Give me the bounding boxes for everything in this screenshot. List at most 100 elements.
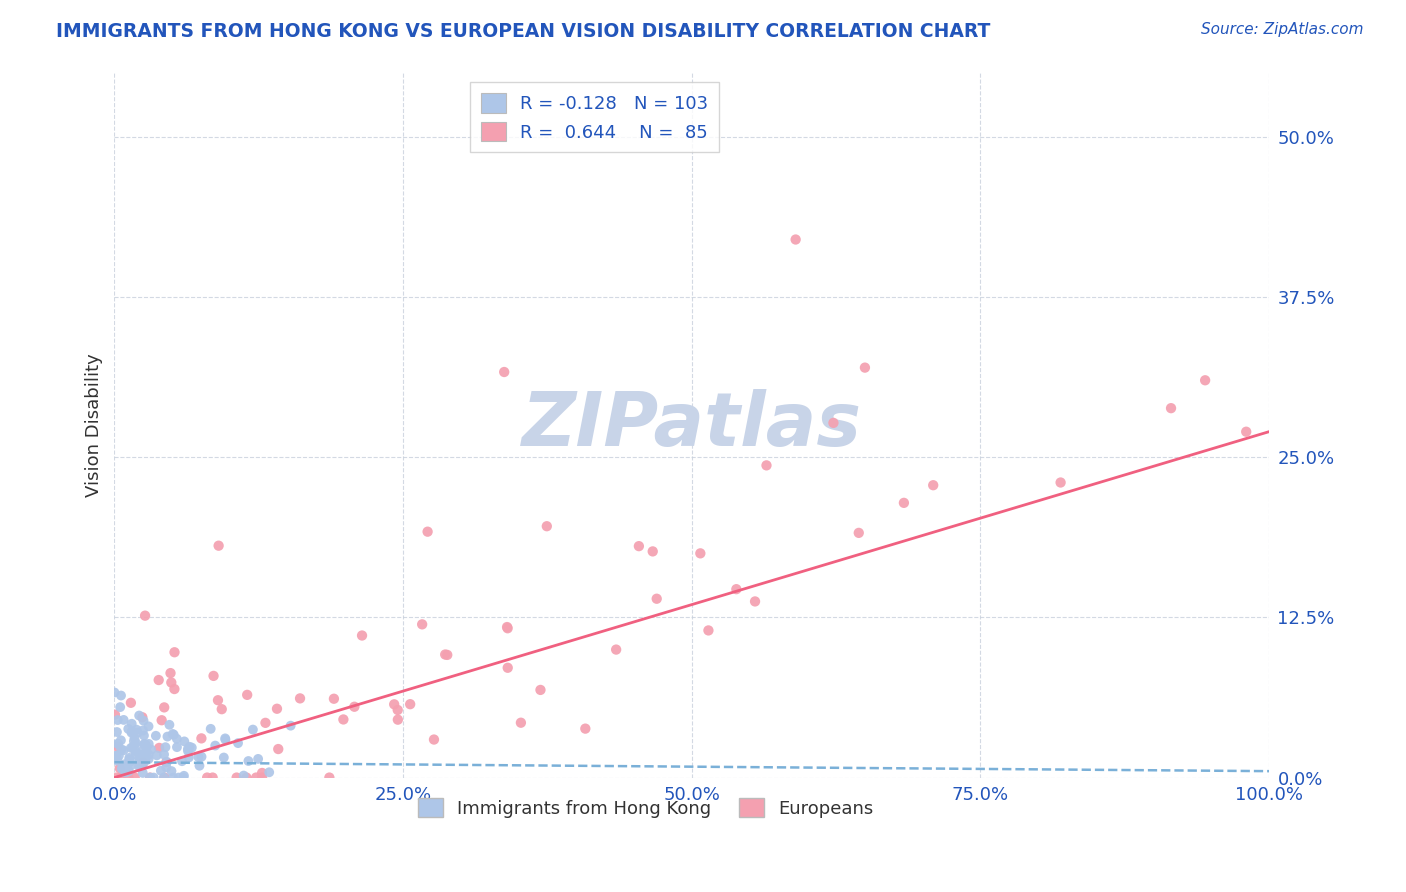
- Point: [159, 666, 181, 681]
- Point: [167, 771, 190, 785]
- Point: [207, 693, 229, 707]
- Point: [288, 691, 311, 706]
- Point: [148, 673, 170, 687]
- Point: [134, 738, 156, 752]
- Point: [332, 713, 354, 727]
- Point: [245, 771, 267, 785]
- Point: [382, 698, 405, 712]
- Point: [605, 642, 627, 657]
- Point: [180, 740, 202, 755]
- Point: [103, 685, 125, 699]
- Point: [138, 719, 160, 733]
- Point: [509, 715, 531, 730]
- Point: [744, 594, 766, 608]
- Point: [105, 771, 128, 785]
- Point: [114, 765, 136, 780]
- Point: [112, 713, 135, 727]
- Point: [156, 730, 179, 744]
- Point: [131, 753, 153, 767]
- Point: [132, 723, 155, 738]
- Point: [156, 755, 179, 769]
- Point: [128, 759, 150, 773]
- Point: [247, 752, 270, 766]
- Point: [235, 771, 257, 785]
- Point: [204, 739, 226, 753]
- Point: [155, 755, 177, 769]
- Point: [148, 740, 170, 755]
- Point: [153, 771, 176, 785]
- Point: [645, 591, 668, 606]
- Point: [155, 740, 177, 755]
- Point: [112, 743, 135, 757]
- Point: [111, 760, 134, 774]
- Point: [1234, 425, 1257, 439]
- Point: [134, 608, 156, 623]
- Point: [160, 675, 183, 690]
- Point: [387, 703, 409, 717]
- Point: [111, 762, 134, 776]
- Point: [343, 699, 366, 714]
- Point: [110, 771, 132, 785]
- Point: [172, 771, 194, 785]
- Point: [236, 688, 259, 702]
- Point: [214, 731, 236, 746]
- Point: [179, 739, 201, 754]
- Legend: Immigrants from Hong Kong, Europeans: Immigrants from Hong Kong, Europeans: [411, 790, 880, 825]
- Point: [190, 749, 212, 764]
- Point: [108, 700, 131, 714]
- Point: [214, 732, 236, 747]
- Point: [250, 766, 273, 780]
- Point: [416, 524, 439, 539]
- Point: [226, 736, 249, 750]
- Point: [135, 738, 157, 752]
- Point: [399, 697, 422, 711]
- Point: [129, 747, 152, 762]
- Point: [142, 771, 165, 785]
- Point: [211, 702, 233, 716]
- Point: [107, 713, 129, 727]
- Point: [242, 723, 264, 737]
- Point: [188, 758, 211, 772]
- Point: [121, 725, 143, 739]
- Point: [134, 737, 156, 751]
- Point: [190, 731, 212, 746]
- Point: [104, 707, 127, 722]
- Point: [755, 458, 778, 473]
- Point: [107, 754, 129, 768]
- Point: [125, 736, 148, 750]
- Point: [627, 539, 650, 553]
- Point: [125, 747, 148, 762]
- Point: [115, 760, 138, 774]
- Point: [434, 648, 457, 662]
- Point: [187, 750, 209, 764]
- Point: [138, 737, 160, 751]
- Point: [254, 715, 277, 730]
- Point: [785, 233, 807, 247]
- Point: [122, 734, 145, 748]
- Point: [529, 682, 551, 697]
- Point: [195, 771, 218, 785]
- Point: [494, 365, 516, 379]
- Point: [118, 764, 141, 779]
- Point: [108, 748, 131, 763]
- Point: [202, 669, 225, 683]
- Point: [139, 771, 162, 785]
- Point: [641, 544, 664, 558]
- Point: [318, 771, 340, 785]
- Point: [163, 645, 186, 659]
- Point: [124, 771, 146, 785]
- Point: [146, 748, 169, 763]
- Point: [105, 725, 128, 739]
- Point: [125, 723, 148, 737]
- Point: [121, 758, 143, 772]
- Point: [725, 582, 748, 597]
- Point: [107, 737, 129, 751]
- Point: [132, 714, 155, 728]
- Point: [115, 762, 138, 776]
- Point: [138, 747, 160, 762]
- Point: [207, 539, 229, 553]
- Point: [212, 750, 235, 764]
- Point: [131, 756, 153, 770]
- Point: [124, 731, 146, 745]
- Point: [132, 766, 155, 780]
